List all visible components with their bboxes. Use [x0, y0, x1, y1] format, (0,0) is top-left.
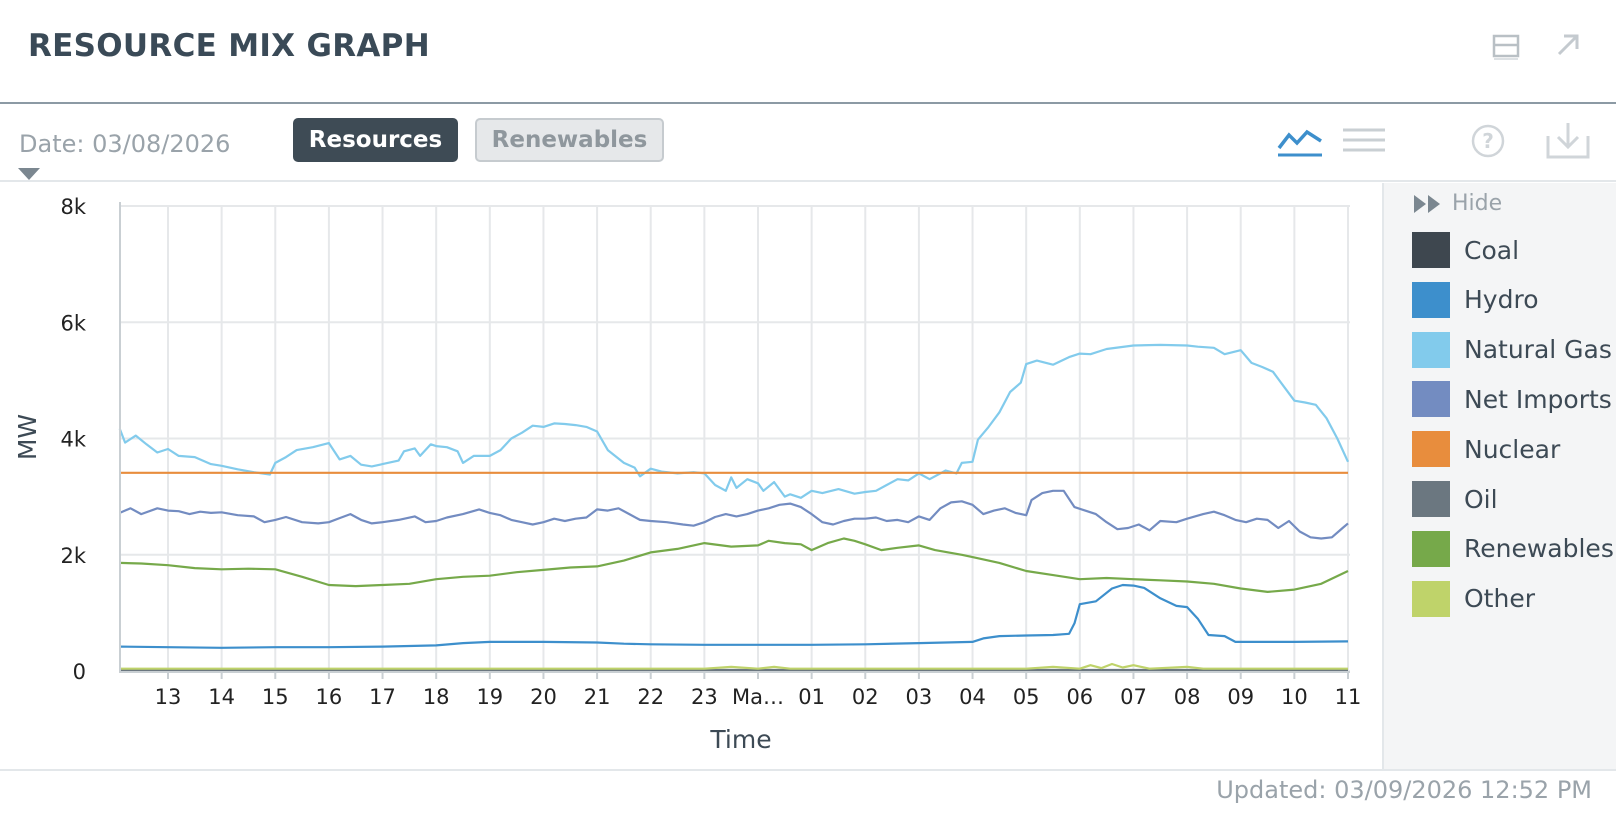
x-tick-label: 21 — [584, 685, 611, 709]
x-tick-label: 15 — [262, 685, 289, 709]
help-icon[interactable]: ? — [1469, 122, 1507, 160]
x-tick-label: 07 — [1120, 685, 1147, 709]
y-tick-label: 8k — [60, 195, 86, 219]
x-tick-label: 16 — [316, 685, 343, 709]
x-tick-label: 06 — [1066, 685, 1093, 709]
legend-item-net-imports[interactable]: Net Imports — [1412, 380, 1612, 418]
legend-swatch — [1412, 431, 1450, 468]
x-tick-label: 19 — [476, 685, 503, 709]
y-tick-label: 4k — [60, 428, 86, 452]
legend-panel: Hide Coal Hydro Natural Gas Net Imports Nucl… — [1382, 183, 1616, 769]
x-tick-label: 14 — [208, 685, 235, 709]
legend-swatch — [1412, 481, 1450, 517]
y-tick-label: 6k — [60, 311, 86, 335]
legend-item-natural-gas[interactable]: Natural Gas — [1412, 331, 1612, 369]
legend-label: Other — [1464, 584, 1535, 614]
x-axis-title: Time — [709, 725, 771, 754]
download-icon[interactable] — [1544, 120, 1592, 162]
legend-label: Renewables — [1464, 534, 1614, 564]
toolbar: Date: 03/08/2026 Resources Renewables ? — [0, 104, 1616, 182]
x-tick-label: 13 — [155, 685, 182, 709]
axes: 0 2k 4k 6k 8k 13 14 15 16 17 18 19 20 21 22 23 Ma… 01 02 03… — [60, 195, 1361, 709]
legend-swatch — [1412, 381, 1450, 418]
series-lines — [118, 343, 1349, 672]
x-tick-label: 01 — [798, 685, 825, 709]
footer-divider — [0, 769, 1616, 771]
x-tick-label: 08 — [1174, 685, 1201, 709]
legend-item-hydro[interactable]: Hydro — [1412, 281, 1539, 319]
y-tick-label: 0 — [73, 660, 86, 684]
legend-label: Coal — [1464, 235, 1520, 265]
legend-item-oil[interactable]: Oil — [1412, 480, 1498, 518]
legend-label: Oil — [1464, 484, 1498, 514]
x-tick-label: 18 — [423, 685, 450, 709]
page-title: RESOURCE MIX GRAPH — [28, 28, 430, 64]
line-chart-icon[interactable] — [1276, 122, 1324, 158]
updated-timestamp: Updated: 03/09/2026 12:52 PM — [1216, 776, 1592, 804]
x-tick-label: 03 — [906, 685, 933, 709]
x-tick-label: Ma… — [732, 685, 784, 709]
hide-label: Hide — [1452, 191, 1503, 216]
legend-swatch — [1412, 232, 1450, 268]
x-tick-label: 10 — [1281, 685, 1308, 709]
date-selector[interactable]: Date: 03/08/2026 — [19, 130, 231, 158]
legend-item-coal[interactable]: Coal — [1412, 231, 1519, 269]
legend-label: Net Imports — [1464, 384, 1612, 414]
date-dropdown-caret-icon[interactable] — [18, 168, 40, 180]
legend-item-nuclear[interactable]: Nuclear — [1412, 430, 1560, 468]
resource-mix-chart: 0 2k 4k 6k 8k 13 14 15 16 17 18 19 20 21 22 23 Ma… 01 02 03… — [13, 195, 1361, 754]
legend-swatch — [1412, 530, 1450, 567]
y-axis-title: MW — [13, 414, 42, 460]
svg-text:?: ? — [1482, 129, 1494, 153]
layout-icon[interactable] — [1491, 30, 1521, 60]
x-tick-label: 04 — [959, 685, 986, 709]
legend-swatch — [1412, 331, 1450, 368]
x-tick-label: 22 — [637, 685, 664, 709]
x-tick-label: 02 — [852, 685, 879, 709]
x-tick-label: 11 — [1335, 685, 1362, 709]
x-tick-label: 17 — [369, 685, 396, 709]
legend-item-renewables[interactable]: Renewables — [1412, 530, 1614, 568]
x-tick-label: 23 — [691, 685, 718, 709]
table-view-icon[interactable] — [1340, 122, 1388, 158]
legend-label: Natural Gas — [1464, 335, 1612, 365]
expand-icon[interactable] — [1553, 30, 1583, 60]
series-line-net-imports[interactable] — [119, 489, 1349, 540]
series-line-hydro[interactable] — [119, 583, 1349, 649]
x-tick-label: 05 — [1013, 685, 1040, 709]
hide-legend-button[interactable]: Hide — [1412, 191, 1502, 216]
series-line-renewables[interactable] — [119, 537, 1349, 593]
series-line-other[interactable] — [119, 662, 1348, 670]
collapse-arrows-icon — [1414, 194, 1440, 213]
tab-renewables[interactable]: Renewables — [475, 118, 664, 162]
legend-label: Nuclear — [1464, 434, 1561, 464]
tab-resources[interactable]: Resources — [293, 118, 458, 162]
x-tick-label: 09 — [1227, 685, 1254, 709]
panel-header: RESOURCE MIX GRAPH — [0, 0, 1616, 104]
legend-label: Hydro — [1464, 285, 1539, 315]
x-tick-label: 20 — [530, 685, 557, 709]
legend-swatch — [1412, 281, 1450, 318]
legend-swatch — [1412, 580, 1450, 617]
legend-item-other[interactable]: Other — [1412, 580, 1535, 618]
y-tick-label: 2k — [60, 544, 86, 568]
series-line-natural-gas[interactable] — [118, 343, 1349, 499]
